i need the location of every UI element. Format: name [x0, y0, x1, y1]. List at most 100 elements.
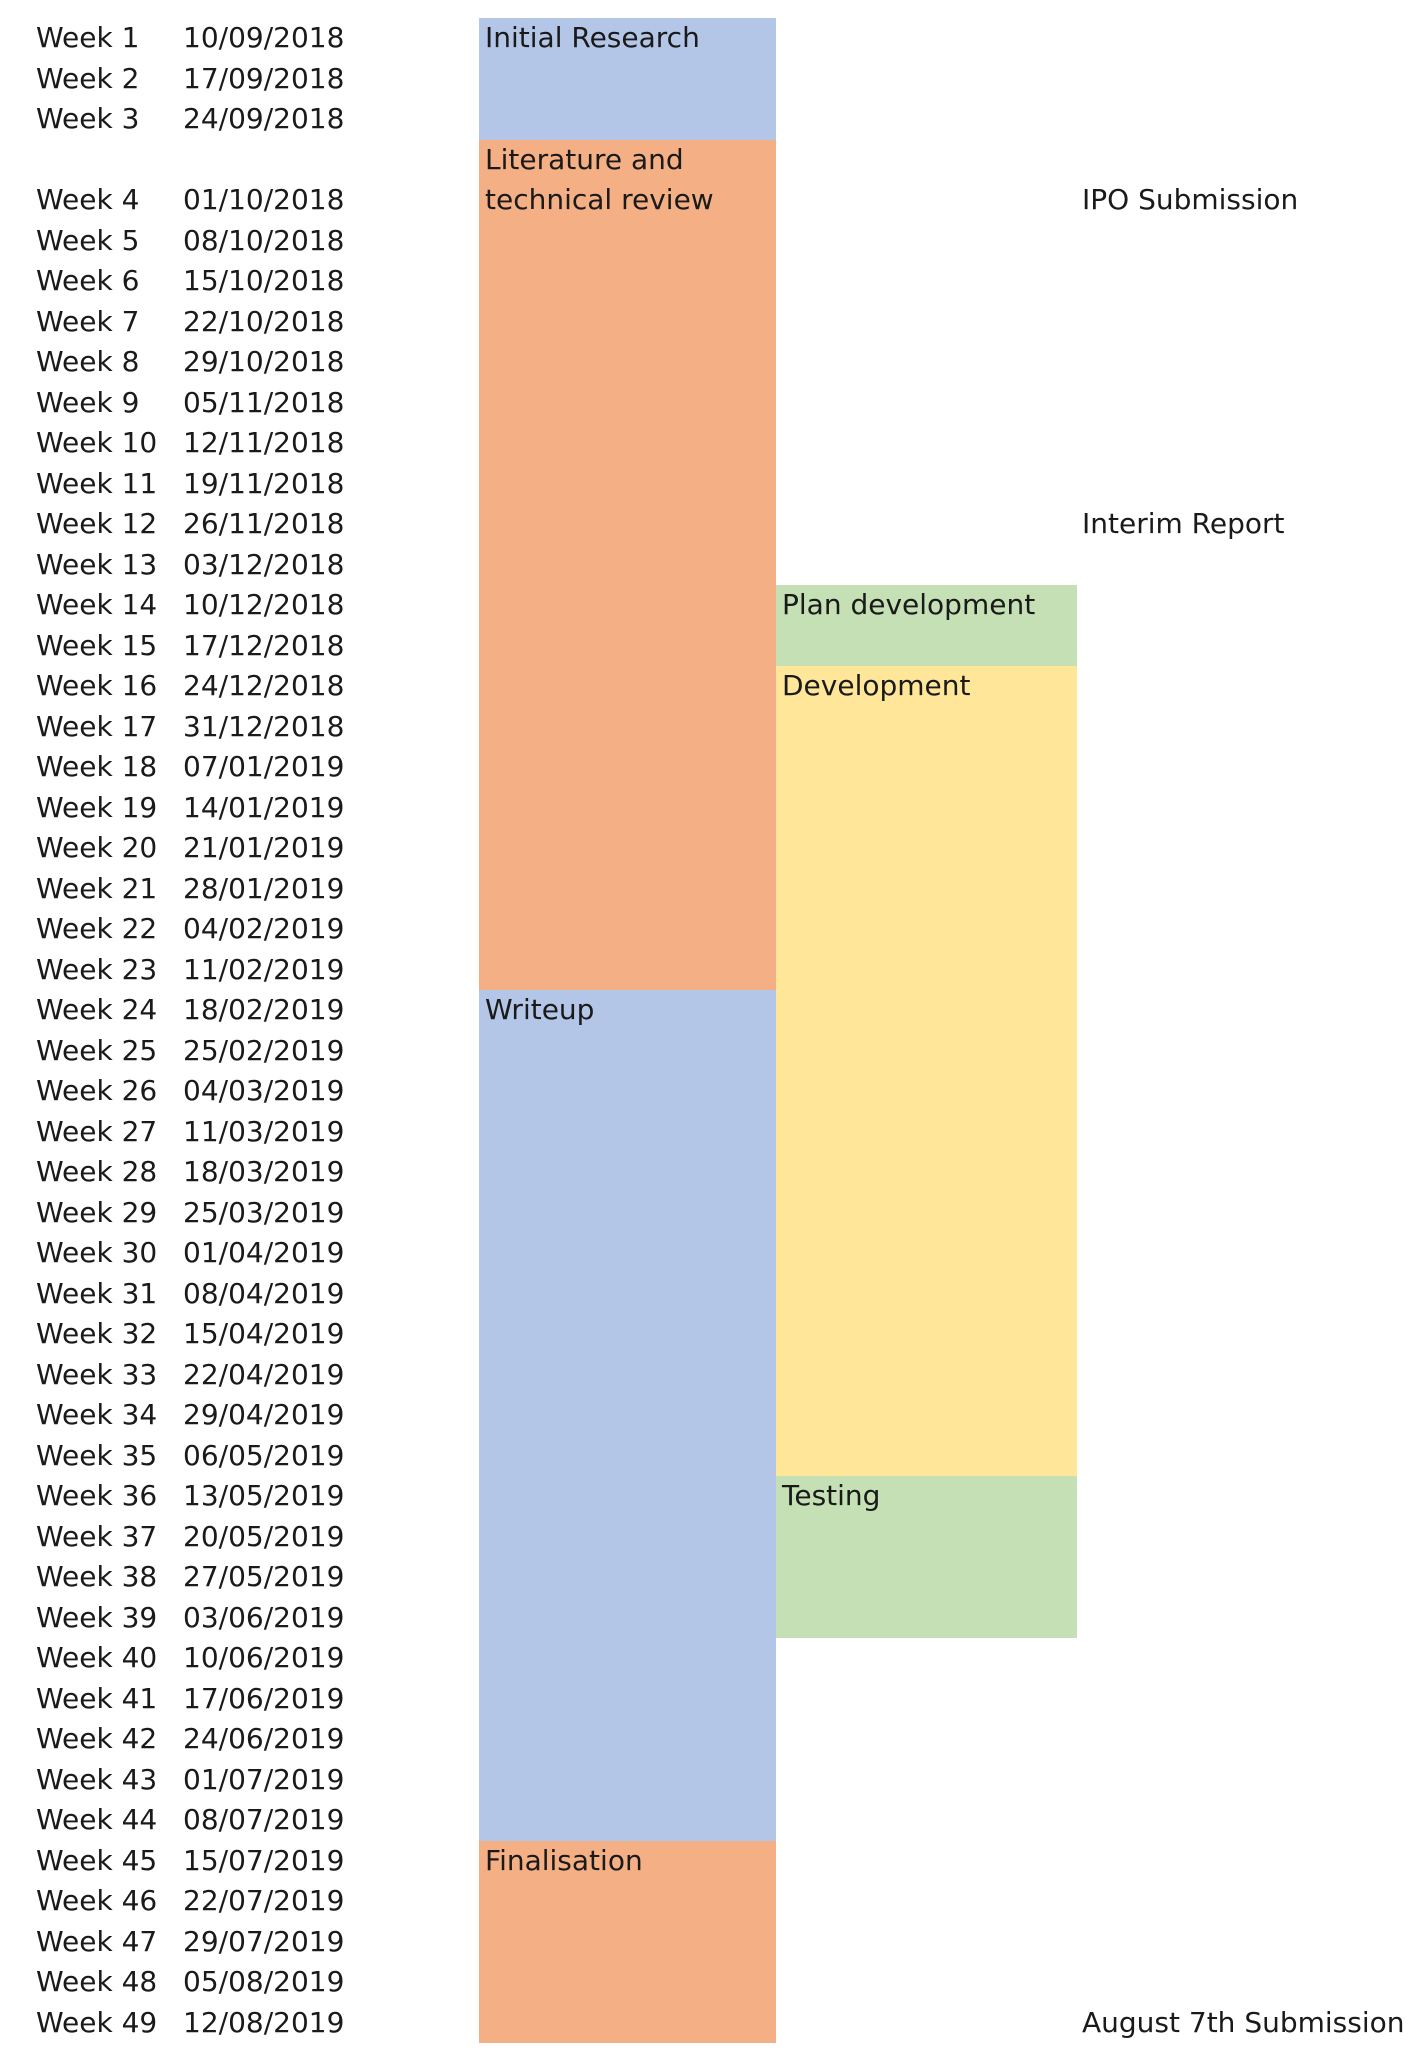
- week-label: Week 19: [36, 790, 158, 824]
- week-label: Week 31: [36, 1276, 158, 1310]
- week-label: Week 17: [36, 709, 158, 743]
- task-label: Testing: [782, 1479, 881, 1512]
- week-label: Week 28: [36, 1155, 158, 1188]
- week-label: Week 46: [36, 1884, 158, 1917]
- task-block-plan-development: Plan development: [776, 585, 1077, 666]
- week-date: 04/03/2019: [183, 1074, 345, 1107]
- week-date: 22/04/2019: [183, 1357, 345, 1391]
- week-date: 28/01/2019: [183, 871, 345, 905]
- week-date: 29/04/2019: [183, 1398, 345, 1431]
- week-date: 21/01/2019: [183, 831, 345, 864]
- week-date: 03/06/2019: [183, 1600, 345, 1634]
- week-date: 04/02/2019: [183, 912, 345, 945]
- week-label: Week 5: [36, 223, 140, 257]
- week-label: Week 16: [36, 669, 158, 702]
- week-label: Week 14: [36, 588, 158, 621]
- week-label: Week 47: [36, 1924, 158, 1958]
- week-date: 24/06/2019: [183, 1722, 345, 1755]
- week-date: 18/03/2019: [183, 1155, 345, 1188]
- week-date: 14/01/2019: [183, 790, 345, 824]
- week-label: Week 26: [36, 1074, 158, 1107]
- week-date: 05/11/2018: [183, 385, 345, 419]
- task-block-testing: Testing: [776, 1476, 1077, 1638]
- week-date: 22/10/2018: [183, 304, 345, 338]
- week-date: 12/11/2018: [183, 426, 345, 459]
- week-date: 24/12/2018: [183, 669, 345, 702]
- task-label: Development: [782, 669, 971, 702]
- week-label: Week 18: [36, 750, 158, 783]
- week-date: 20/05/2019: [183, 1519, 345, 1553]
- week-label: Week 27: [36, 1114, 158, 1148]
- week-label: Week 11: [36, 466, 158, 500]
- week-date: 10/12/2018: [183, 588, 345, 621]
- week-date: 19/11/2018: [183, 466, 345, 500]
- week-label: Week 32: [36, 1317, 158, 1350]
- week-date: 08/04/2019: [183, 1276, 345, 1310]
- week-date: 06/05/2019: [183, 1438, 345, 1472]
- week-date: 17/06/2019: [183, 1681, 345, 1715]
- week-date: 31/12/2018: [183, 709, 345, 743]
- week-date: 25/02/2019: [183, 1033, 345, 1067]
- week-label: Week 20: [36, 831, 158, 864]
- milestone-label: August 7th Submission: [1082, 2005, 1405, 2039]
- week-date: 25/03/2019: [183, 1195, 345, 1229]
- week-label: Week 12: [36, 507, 158, 540]
- week-date: 10/09/2018: [183, 21, 345, 54]
- task-label: Writeup: [485, 993, 595, 1026]
- task-label: Initial Research: [485, 21, 700, 54]
- week-label: Week 2: [36, 61, 140, 95]
- week-date: 29/10/2018: [183, 345, 345, 378]
- week-label: Week 4: [36, 183, 140, 216]
- week-label: Week 7: [36, 304, 140, 338]
- milestone-label: IPO Submission: [1082, 183, 1299, 216]
- week-date: 11/02/2019: [183, 952, 345, 986]
- week-date: 13/05/2019: [183, 1479, 345, 1512]
- task-block-writeup: Writeup: [479, 990, 776, 1841]
- week-date: 05/08/2019: [183, 1965, 345, 1998]
- task-block-finalisation: Finalisation: [479, 1840, 776, 2043]
- week-label: Week 34: [36, 1398, 158, 1431]
- week-label: Week 49: [36, 2005, 158, 2039]
- week-date: 27/05/2019: [183, 1560, 345, 1593]
- week-date: 11/03/2019: [183, 1114, 345, 1148]
- week-date: 01/10/2018: [183, 183, 345, 216]
- week-label: Week 40: [36, 1641, 158, 1674]
- week-label: Week 13: [36, 547, 158, 581]
- week-date: 17/09/2018: [183, 61, 345, 95]
- task-block-development: Development: [776, 666, 1077, 1476]
- week-label: Week 1: [36, 21, 140, 54]
- week-label: Week 21: [36, 871, 158, 905]
- week-date: 10/06/2019: [183, 1641, 345, 1674]
- week-label: Week 35: [36, 1438, 158, 1472]
- week-label: Week 44: [36, 1803, 158, 1836]
- week-label: Week 23: [36, 952, 158, 986]
- week-label: Week 3: [36, 102, 140, 135]
- week-label: Week 10: [36, 426, 158, 459]
- week-date: 26/11/2018: [183, 507, 345, 540]
- week-date: 07/01/2019: [183, 750, 345, 783]
- week-date: 08/10/2018: [183, 223, 345, 257]
- week-label: Week 36: [36, 1479, 158, 1512]
- week-label: Week 39: [36, 1600, 158, 1634]
- week-date: 01/07/2019: [183, 1762, 345, 1796]
- week-date: 17/12/2018: [183, 628, 345, 662]
- week-label: Week 30: [36, 1236, 158, 1269]
- week-label: Week 38: [36, 1560, 158, 1593]
- week-label: Week 33: [36, 1357, 158, 1391]
- week-date: 08/07/2019: [183, 1803, 345, 1836]
- week-date: 22/07/2019: [183, 1884, 345, 1917]
- week-date: 29/07/2019: [183, 1924, 345, 1958]
- week-date: 18/02/2019: [183, 993, 345, 1026]
- week-date: 01/04/2019: [183, 1236, 345, 1269]
- week-label: Week 48: [36, 1965, 158, 1998]
- task-label: Finalisation: [485, 1843, 643, 1877]
- week-date: 03/12/2018: [183, 547, 345, 581]
- week-date: 15/04/2019: [183, 1317, 345, 1350]
- week-label: Week 42: [36, 1722, 158, 1755]
- task-block-initial-research: Initial Research: [479, 18, 776, 140]
- task-label: Plan development: [782, 588, 1036, 621]
- week-label: Week 29: [36, 1195, 158, 1229]
- week-date: 15/07/2019: [183, 1843, 345, 1877]
- week-label: Week 9: [36, 385, 140, 419]
